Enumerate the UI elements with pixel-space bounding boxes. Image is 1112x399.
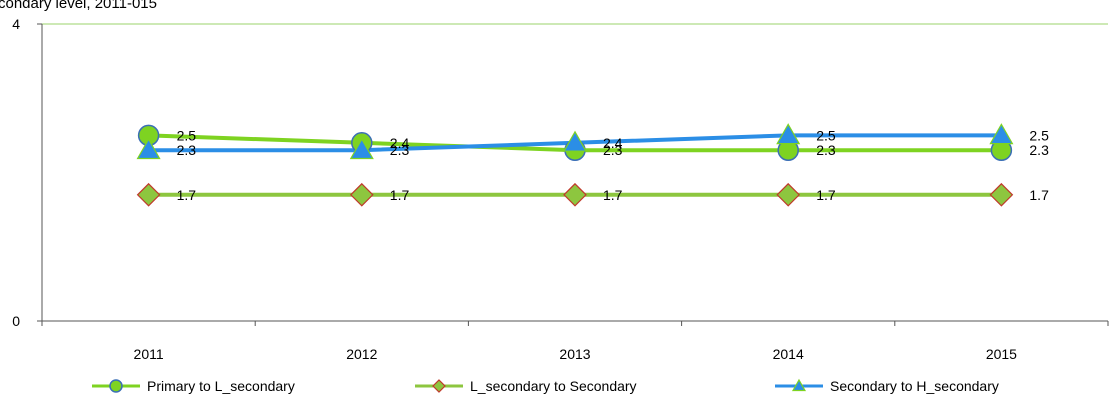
data-label: 2.5 (1029, 127, 1049, 143)
y-tick-label: 4 (12, 16, 20, 32)
data-label: 2.5 (177, 127, 197, 143)
legend-marker (791, 378, 807, 392)
legend: Primary to L_secondary L_secondary to Sec… (92, 378, 999, 394)
legend-marker (109, 379, 123, 393)
series-2-marker (349, 182, 374, 207)
series-2-marker (776, 182, 801, 207)
x-tick-label: 2011 (134, 346, 164, 362)
data-label: 1.7 (603, 187, 623, 203)
data-label: 2.3 (177, 142, 197, 158)
series-3-marker (349, 138, 374, 160)
chart-title: condary level, 2011-015 (0, 0, 157, 12)
y-tick-label: 0 (12, 313, 20, 329)
data-label: 1.7 (177, 187, 197, 203)
data-label: 2.3 (1029, 142, 1049, 158)
data-label: 2.3 (603, 142, 623, 158)
data-label: 2.5 (816, 127, 836, 143)
legend-label: Secondary to H_secondary (830, 378, 999, 394)
data-label: 1.7 (390, 187, 410, 203)
series-3-marker (776, 123, 801, 145)
x-tick-label: 2014 (773, 346, 804, 362)
series-2-marker (563, 182, 587, 207)
legend-marker (432, 379, 446, 393)
series-2-marker (136, 182, 161, 207)
data-label: 2.3 (816, 142, 836, 158)
legend-label: L_secondary to Secondary (470, 378, 637, 394)
data-label: 1.7 (1029, 187, 1049, 203)
x-tick-label: 2013 (559, 346, 590, 362)
data-label: 2.4 (603, 135, 623, 151)
data-label: 1.7 (816, 187, 836, 203)
series-3-marker (136, 138, 161, 160)
x-tick-label: 2015 (986, 346, 1017, 362)
data-label: 2.4 (390, 135, 410, 151)
data-label: 2.3 (390, 142, 410, 158)
series-3-marker (562, 130, 588, 152)
series-2-marker (989, 182, 1014, 207)
legend-label: Primary to L_secondary (147, 378, 295, 394)
x-tick-label: 2012 (346, 346, 377, 362)
series-3-marker (989, 123, 1014, 145)
